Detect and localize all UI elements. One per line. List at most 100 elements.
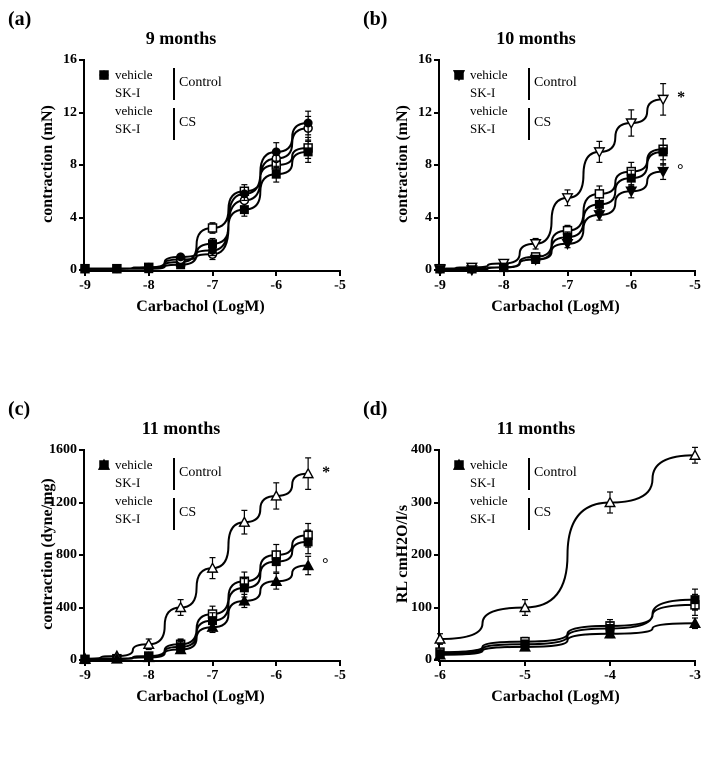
legend-group-bar xyxy=(173,498,175,530)
tick-y xyxy=(79,659,85,661)
panel-b-ylabel: contraction (mN) xyxy=(394,74,412,254)
tick-label-x: -3 xyxy=(689,668,701,684)
tick-label-y: 400 xyxy=(392,442,432,458)
tick-y xyxy=(434,449,440,451)
legend-marker-icon xyxy=(450,492,468,510)
tick-y xyxy=(79,217,85,219)
legend-row: SK-I xyxy=(450,474,508,492)
significance-mark: ° xyxy=(677,162,683,180)
legend-item-label: vehicle xyxy=(468,102,508,120)
legend-group-label: CS xyxy=(534,115,551,131)
panel-c-xlabel: Carbachol (LogM) xyxy=(63,688,338,706)
legend-row: vehicle xyxy=(450,102,508,120)
legend-row: SK-I xyxy=(95,474,153,492)
legend-group-bar xyxy=(528,458,530,490)
tick-x xyxy=(339,660,341,666)
panel-a-xlabel: Carbachol (LogM) xyxy=(63,298,338,316)
tick-y xyxy=(79,502,85,504)
legend-row: vehicle xyxy=(450,492,508,510)
tick-label-y: 16 xyxy=(392,52,432,68)
panel-c-title: 11 months xyxy=(8,418,354,439)
tick-y xyxy=(434,607,440,609)
legend-marker-icon xyxy=(450,102,468,120)
plot-c: -9-8-7-6-5040080012001600*°vehicleSK-ICo… xyxy=(83,450,340,662)
tick-label-x: -9 xyxy=(434,278,446,294)
tick-x xyxy=(609,660,611,666)
legend-row: SK-I xyxy=(95,120,153,138)
panel-c-ylabel: contraction (dyne/mg) xyxy=(39,454,57,654)
legend-item-label: SK-I xyxy=(113,84,140,102)
tick-y xyxy=(434,217,440,219)
tick-label-x: -6 xyxy=(625,278,637,294)
panel-b-title: 10 months xyxy=(363,28,709,49)
tick-y xyxy=(79,269,85,271)
legend-marker-icon xyxy=(95,474,113,492)
legend-group-bar xyxy=(173,458,175,490)
panel-c: (c) 11 months -9-8-7-6-5040080012001600*… xyxy=(8,390,354,720)
legend-group-bar xyxy=(528,498,530,530)
legend-item-label: SK-I xyxy=(113,120,140,138)
legend-group-label: Control xyxy=(534,75,577,91)
legend-marker-icon xyxy=(95,510,113,528)
legend-marker-icon xyxy=(450,84,468,102)
legend-item-label: SK-I xyxy=(468,510,495,528)
legend-item-label: vehicle xyxy=(113,492,153,510)
panel-d-xlabel: Carbachol (LogM) xyxy=(418,688,693,706)
tick-label-x: -9 xyxy=(79,668,91,684)
panel-b-xlabel: Carbachol (LogM) xyxy=(418,298,693,316)
tick-y xyxy=(434,164,440,166)
tick-y xyxy=(79,554,85,556)
tick-label-x: -7 xyxy=(207,668,219,684)
legend-item-label: SK-I xyxy=(113,510,140,528)
legend-group-label: Control xyxy=(534,465,577,481)
tick-x xyxy=(148,270,150,276)
tick-y xyxy=(434,112,440,114)
panel-d-ylabel: RL cmH2O/l/s xyxy=(394,469,412,639)
legend-item-label: vehicle xyxy=(113,102,153,120)
plot-a: -9-8-7-6-50481216vehicleSK-IControlvehic… xyxy=(83,60,340,272)
legend-row: SK-I xyxy=(95,84,153,102)
tick-label-x: -6 xyxy=(270,668,282,684)
tick-label-x: -5 xyxy=(334,668,346,684)
legend-row: SK-I xyxy=(450,120,508,138)
tick-x xyxy=(148,660,150,666)
significance-mark: * xyxy=(677,89,685,107)
panel-d-title: 11 months xyxy=(363,418,709,439)
tick-y xyxy=(79,607,85,609)
legend-group-label: Control xyxy=(179,465,222,481)
legend-group-bar xyxy=(173,108,175,140)
tick-y xyxy=(434,554,440,556)
panel-a-ylabel: contraction (mN) xyxy=(39,74,57,254)
legend: vehicleSK-IControlvehicleSK-ICS xyxy=(95,456,153,528)
legend-marker-icon xyxy=(450,510,468,528)
tick-x xyxy=(694,660,696,666)
tick-y xyxy=(79,112,85,114)
tick-label-x: -8 xyxy=(498,278,510,294)
tick-x xyxy=(630,270,632,276)
tick-label-y: 0 xyxy=(37,652,77,668)
tick-y xyxy=(79,449,85,451)
tick-x xyxy=(212,270,214,276)
tick-label-y: 0 xyxy=(37,262,77,278)
legend-marker-icon xyxy=(95,120,113,138)
tick-x xyxy=(694,270,696,276)
tick-y xyxy=(434,502,440,504)
significance-mark: * xyxy=(322,464,330,482)
tick-label-x: -7 xyxy=(207,278,219,294)
tick-label-x: -6 xyxy=(270,278,282,294)
legend-item-label: SK-I xyxy=(113,474,140,492)
legend: vehicleSK-IControlvehicleSK-ICS xyxy=(95,66,153,138)
plot-d: -6-5-4-30100200300400*°vehicleSK-IContro… xyxy=(438,450,695,662)
tick-y xyxy=(79,59,85,61)
panel-a-title: 9 months xyxy=(8,28,354,49)
tick-label-x: -5 xyxy=(334,278,346,294)
tick-label-x: -5 xyxy=(689,278,701,294)
tick-label-x: -5 xyxy=(519,668,531,684)
tick-x xyxy=(567,270,569,276)
legend-row: vehicle xyxy=(95,492,153,510)
legend-row: SK-I xyxy=(450,510,508,528)
tick-x xyxy=(503,270,505,276)
legend-row: vehicle xyxy=(95,102,153,120)
legend: vehicleSK-IControlvehicleSK-ICS xyxy=(450,456,508,528)
legend-item-label: vehicle xyxy=(468,492,508,510)
